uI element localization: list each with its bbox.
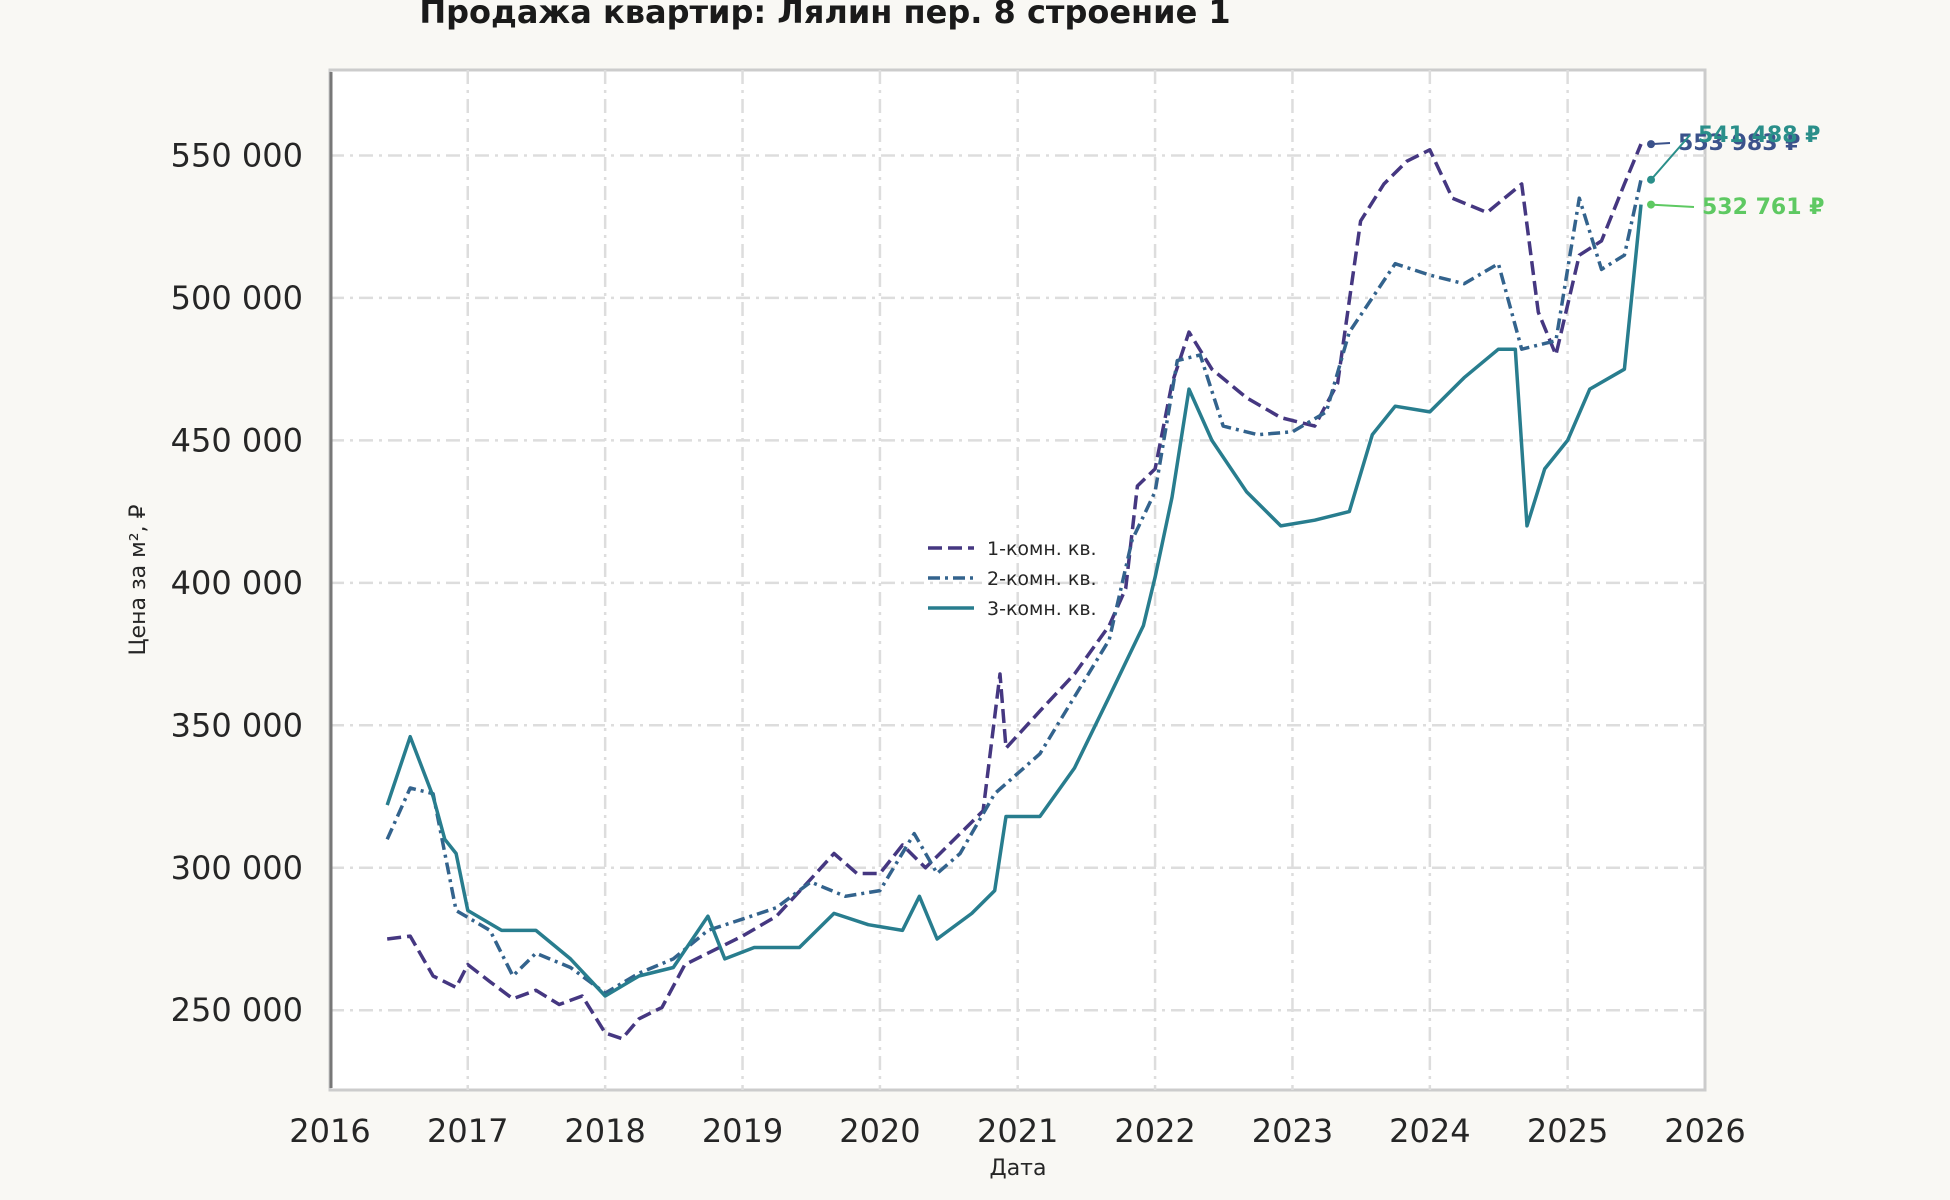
series-layer	[385, 143, 1643, 1041]
x-tick-label: 2026	[1664, 1112, 1745, 1150]
y-tick-label: 350 000	[171, 706, 303, 744]
end-label-arrowhead	[1647, 175, 1656, 184]
y-axis-label: Цена за м², ₽	[126, 504, 151, 655]
y-tick-label: 300 000	[171, 849, 303, 887]
chart-title: Продажа квартир: Лялин пер. 8 строение 1	[419, 0, 1230, 31]
end-label: 541 488 ₽	[1698, 123, 1820, 148]
end-label-arrow	[1650, 203, 1695, 208]
series-line-3	[385, 204, 1643, 998]
x-tick-label: 2025	[1527, 1112, 1608, 1150]
y-tick-label: 550 000	[171, 136, 303, 174]
end-label: 553 983 ₽	[1678, 131, 1800, 156]
legend-label-2: 2-комн. кв.	[987, 568, 1097, 590]
legend: 1-комн. кв. 2-комн. кв. 3-комн. кв.	[928, 538, 1097, 620]
series-line-1	[386, 143, 1643, 1041]
end-label-arrow	[1650, 134, 1691, 181]
x-tick-label: 2017	[427, 1112, 508, 1150]
x-tick-label: 2024	[1389, 1112, 1470, 1150]
y-tick-label: 400 000	[171, 564, 303, 602]
end-labels: 553 983 ₽541 488 ₽ 532 761 ₽	[1647, 123, 1824, 220]
legend-label-3: 3-комн. кв.	[987, 598, 1097, 620]
x-tick-label: 2021	[977, 1112, 1058, 1150]
end-label-arrowhead	[1647, 140, 1656, 149]
x-tick-label: 2016	[289, 1112, 370, 1150]
series-line-2	[385, 179, 1643, 995]
end-label: 532 761 ₽	[1702, 195, 1824, 220]
y-ticks: 250 000 300 000 350 000 400 000 450 000 500 0…	[171, 136, 303, 1029]
x-tick-label: 2018	[564, 1112, 645, 1150]
x-tick-label: 2020	[839, 1112, 920, 1150]
x-tick-label: 2019	[702, 1112, 783, 1150]
end-label-arrowhead	[1647, 200, 1656, 209]
y-tick-label: 500 000	[171, 279, 303, 317]
y-tick-label: 250 000	[171, 991, 303, 1029]
legend-label-1: 1-комн. кв.	[987, 538, 1097, 560]
x-tick-label: 2023	[1252, 1112, 1333, 1150]
x-tick-label: 2022	[1114, 1112, 1195, 1150]
x-axis-label: Дата	[990, 1156, 1047, 1181]
y-tick-label: 450 000	[171, 421, 303, 459]
x-ticks: 2016 2017 2018 2019 2020 2021 2022 2023 2024 2025…	[289, 1112, 1745, 1150]
